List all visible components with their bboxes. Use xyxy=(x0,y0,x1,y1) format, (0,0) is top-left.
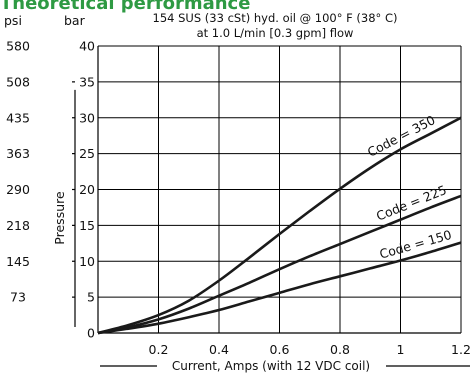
series-line xyxy=(97,116,462,335)
grid-layer xyxy=(72,45,462,334)
y-tick-label-psi: 73 xyxy=(10,290,26,305)
series-line xyxy=(97,194,462,335)
y-unit-psi: psi xyxy=(4,13,22,28)
y-tick-label-bar: 10 xyxy=(79,254,95,269)
y-tick-label-psi: 145 xyxy=(6,254,30,269)
x-tick-label: 1 xyxy=(397,342,405,357)
y-tick-label-bar: 0 xyxy=(87,326,95,341)
series-line xyxy=(97,241,462,335)
x-axis-label: Current, Amps (with 12 VDC coil) xyxy=(172,359,370,373)
y-tick-label-psi: 435 xyxy=(6,110,30,125)
y-tick-label-bar: 25 xyxy=(79,146,95,161)
y-tick-label-psi: 580 xyxy=(6,39,30,54)
series-label: Code = 225 xyxy=(374,182,449,224)
y-tick-label-bar: 5 xyxy=(87,290,95,305)
y-tick-label-bar: 15 xyxy=(79,218,95,233)
y-tick-label-bar: 40 xyxy=(79,39,95,54)
tick-layer: 0 5 10 15 20 25 30 35 40 73 145 218 290 363 435 508 580 0… xyxy=(6,39,471,358)
y-tick-label-psi: 363 xyxy=(6,146,30,161)
chart-title: Theoretical performance xyxy=(0,0,250,14)
x-tick-label: 0.2 xyxy=(149,342,169,357)
y-tick-label-psi: 218 xyxy=(6,218,30,233)
y-unit-bar: bar xyxy=(64,13,86,28)
y-tick-label-bar: 35 xyxy=(79,74,95,89)
y-tick-label-bar: 30 xyxy=(79,110,95,125)
y-tick-label-bar: 20 xyxy=(79,182,95,197)
chart-subtitle-line1: 154 SUS (33 cSt) hyd. oil @ 100° F (38° … xyxy=(153,11,398,25)
y-axis-label: Pressure xyxy=(52,191,67,245)
chart-subtitle-line2: at 1.0 L/min [0.3 gpm] flow xyxy=(197,26,354,40)
y-tick-label-psi: 508 xyxy=(6,74,30,89)
x-tick-label: 0.8 xyxy=(330,342,350,357)
x-tick-label: 1.2 xyxy=(451,342,471,357)
x-tick-label: 0.6 xyxy=(270,342,290,357)
y-tick-label-psi: 290 xyxy=(6,182,30,197)
x-tick-label: 0.4 xyxy=(209,342,229,357)
